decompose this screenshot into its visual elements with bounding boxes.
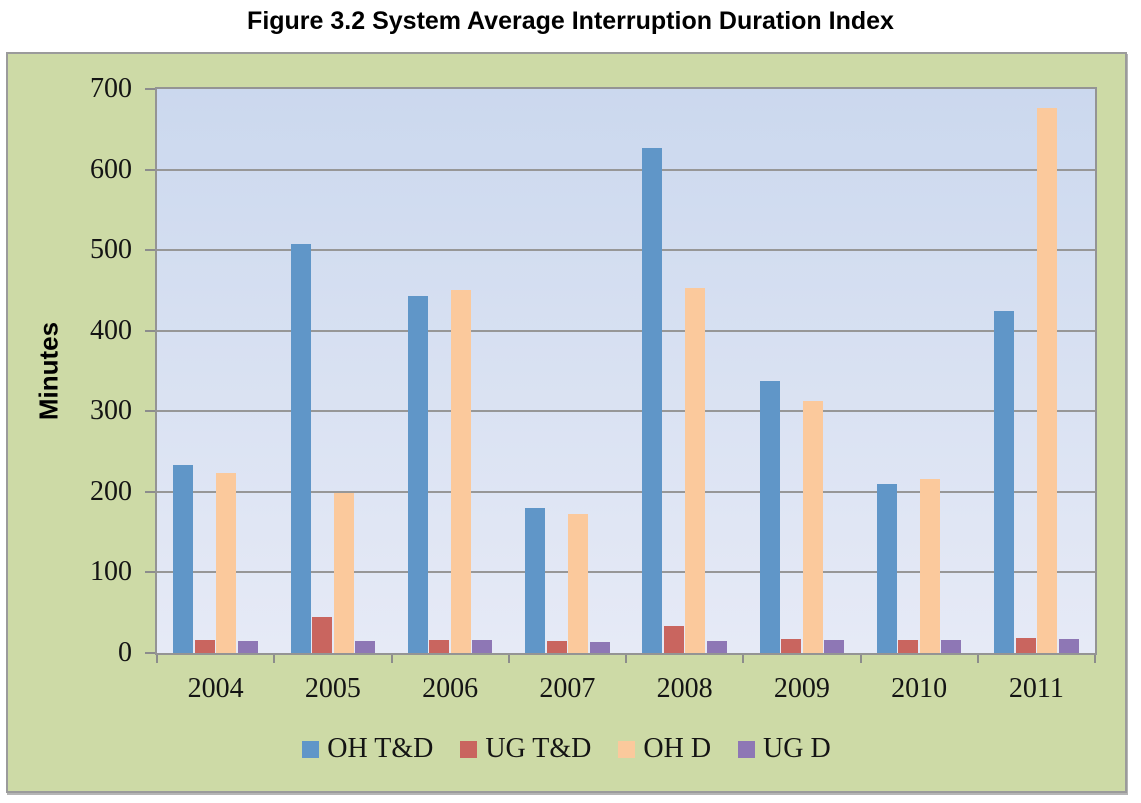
plot-area: [155, 87, 1097, 655]
y-axis-tick: [145, 249, 155, 252]
y-axis-tick: [145, 571, 155, 574]
bar-ug-d-2007: [589, 641, 610, 653]
bar-ug-d-2004: [237, 640, 258, 653]
bar-ug-t-d-2010: [898, 640, 919, 653]
x-axis-tick: [390, 655, 393, 663]
bar-oh-t-d-2011: [994, 311, 1015, 653]
x-axis-label: 2005: [304, 673, 361, 704]
bar-oh-d-2011: [1037, 107, 1058, 653]
x-axis-label: 2006: [422, 673, 479, 704]
bar-ug-d-2005: [355, 640, 376, 653]
y-axis-tick-label: 300: [90, 395, 132, 427]
y-axis-tick-label: 600: [90, 153, 132, 185]
bar-oh-d-2004: [216, 472, 237, 653]
y-axis-tick-label: 0: [118, 637, 132, 668]
legend-item-ug-d: UG D: [738, 733, 831, 765]
legend-item-oh-t-d: OH T&D: [302, 733, 433, 765]
bar-ug-t-d-2008: [663, 626, 684, 653]
x-axis-tick: [859, 655, 862, 663]
x-axis-label: 2009: [773, 673, 830, 704]
legend: OH T&D UG T&D OH D UG D: [8, 733, 1125, 765]
y-axis-tick-label: 700: [90, 73, 132, 104]
legend-marker-ug-t-d: [460, 740, 478, 758]
legend-label-ug-t-d: UG T&D: [485, 733, 592, 764]
y-axis-tick-label: 500: [90, 234, 132, 266]
x-axis-label: 2008: [656, 673, 713, 704]
bar-oh-t-d-2010: [876, 483, 897, 653]
legend-marker-ug-d: [738, 740, 756, 758]
legend-item-oh-d: OH D: [618, 733, 711, 765]
y-axis-tick-label: 200: [90, 475, 132, 507]
y-axis-tick: [145, 490, 155, 493]
bar-ug-d-2010: [941, 640, 962, 653]
y-axis-tick: [145, 652, 155, 654]
bar-oh-d-2008: [685, 288, 706, 653]
x-axis-label: 2010: [891, 673, 948, 704]
bar-oh-t-d-2008: [642, 147, 663, 653]
x-axis-label: 2007: [539, 673, 596, 704]
bar-oh-t-d-2005: [290, 243, 311, 653]
bar-ug-d-2011: [1058, 639, 1079, 653]
legend-label-oh-t-d: OH T&D: [327, 733, 434, 764]
bar-ug-t-d-2006: [429, 640, 450, 653]
bar-oh-t-d-2006: [407, 296, 428, 653]
bar-ug-t-d-2009: [781, 639, 802, 653]
x-axis-label: 2004: [187, 673, 244, 704]
bar-ug-t-d-2007: [546, 640, 567, 653]
y-axis-tick: [145, 88, 155, 90]
gridline: [157, 571, 1095, 574]
x-axis-tick: [507, 655, 510, 663]
bar-oh-d-2006: [450, 290, 471, 653]
gridline: [157, 168, 1095, 171]
bar-oh-t-d-2009: [759, 381, 780, 653]
legend-item-ug-t-d: UG T&D: [460, 733, 591, 765]
bar-oh-t-d-2007: [525, 507, 546, 653]
bar-oh-d-2007: [568, 513, 589, 653]
bar-ug-t-d-2011: [1015, 637, 1036, 653]
bar-ug-d-2009: [824, 640, 845, 653]
x-axis-tick: [156, 655, 158, 663]
bar-oh-d-2005: [333, 492, 354, 653]
legend-marker-oh-d: [618, 740, 636, 758]
chart-container: Minutes OH T&D UG T&D OH D UG D 0 100 200 300 4…: [6, 52, 1127, 793]
gridline: [157, 329, 1095, 332]
legend-label-oh-d: OH D: [643, 733, 712, 764]
x-axis-tick: [1094, 655, 1096, 663]
y-axis-tick: [145, 168, 155, 171]
figure-title: Figure 3.2 System Average Interruption D…: [247, 7, 894, 35]
y-axis-tick-label: 400: [90, 314, 132, 346]
y-axis-tick: [145, 410, 155, 413]
bar-ug-t-d-2005: [312, 616, 333, 653]
x-axis-tick: [625, 655, 627, 663]
bar-ug-d-2006: [472, 640, 493, 653]
legend-label-ug-d: UG D: [763, 733, 831, 764]
x-axis-tick: [742, 655, 745, 663]
legend-marker-oh-t-d: [302, 740, 320, 758]
y-axis-tick-label: 100: [90, 556, 132, 588]
gridline: [157, 249, 1095, 252]
bar-ug-d-2008: [706, 640, 727, 653]
x-axis-label: 2011: [1008, 673, 1064, 704]
bar-oh-t-d-2004: [173, 465, 194, 653]
gridline: [157, 490, 1095, 493]
y-axis-tick: [145, 329, 155, 332]
x-axis-tick: [976, 655, 979, 663]
bar-ug-t-d-2004: [194, 640, 215, 653]
x-axis-tick: [273, 655, 276, 663]
bar-oh-d-2010: [919, 478, 940, 653]
bar-oh-d-2009: [802, 400, 823, 653]
gridline: [157, 410, 1095, 413]
